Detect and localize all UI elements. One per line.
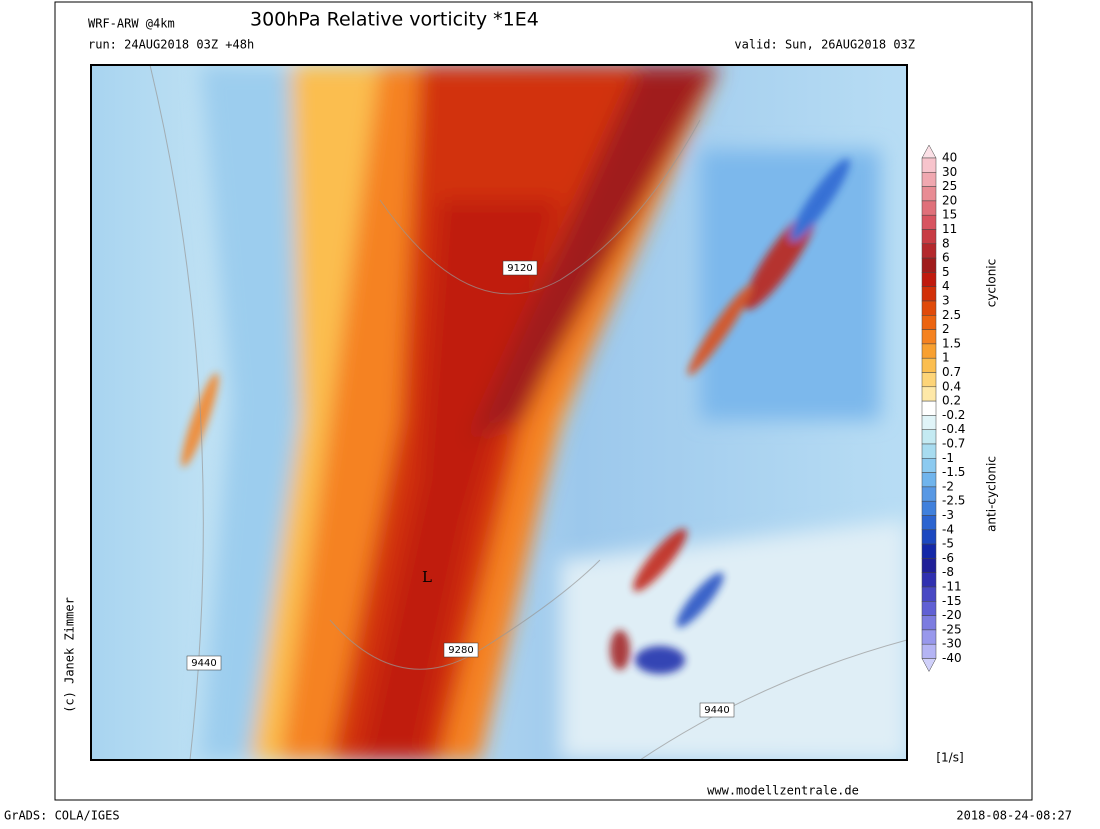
colorbar-swatch [921, 500, 937, 516]
colorbar-swatch [921, 229, 937, 245]
colorbar: 403025201511865432.521.510.70.40.2-0.2-0… [921, 144, 965, 673]
colorbar-swatch [921, 386, 937, 402]
colorbar-label: -6 [942, 551, 954, 565]
colorbar-label: -0.4 [942, 422, 965, 436]
colorbar-swatch [921, 543, 937, 559]
colorbar-swatch [921, 357, 937, 373]
colorbar-label: -20 [942, 608, 962, 622]
colorbar-label: 11 [942, 222, 957, 236]
colorbar-swatch [921, 214, 937, 230]
colorbar-label: -2 [942, 479, 954, 493]
colorbar-swatch [921, 443, 937, 459]
colorbar-swatch [921, 157, 937, 173]
colorbar-swatch [921, 629, 937, 645]
colorbar-swatch [921, 429, 937, 445]
colorbar-label: 2.5 [942, 308, 961, 322]
colorbar-label: -3 [942, 508, 954, 522]
colorbar-label: 30 [942, 165, 957, 179]
colorbar-label: 1 [942, 351, 950, 365]
colorbar-swatch [921, 315, 937, 330]
colorbar-label: 0.4 [942, 379, 961, 393]
valid-time: valid: Sun, 26AUG2018 03Z [734, 38, 915, 52]
colorbar-swatch [921, 300, 937, 316]
colorbar-label: 6 [942, 251, 950, 265]
colorbar-label: -4 [942, 522, 954, 536]
run-time: run: 24AUG2018 03Z +48h [88, 38, 254, 52]
cyclonic-label: cyclonic [985, 259, 999, 308]
colorbar-swatch [921, 372, 937, 388]
colorbar-swatch [921, 458, 937, 473]
colorbar-swatch [921, 343, 937, 359]
colorbar-swatch [921, 286, 937, 302]
anticyclonic-label: anti-cyclonic [985, 456, 999, 532]
colorbar-label: -5 [942, 537, 954, 551]
colorbar-label: 5 [942, 265, 950, 279]
colorbar-swatch [921, 586, 937, 602]
colorbar-swatch [921, 400, 937, 416]
colorbar-triangle [921, 658, 937, 673]
colorbar-swatch [921, 472, 937, 488]
copyright: (c) Janek Zimmer [63, 597, 77, 713]
colorbar-swatch [921, 415, 937, 430]
colorbar-label: -1 [942, 451, 954, 465]
contour-label: 9440 [704, 705, 729, 716]
colorbar-label: -15 [942, 594, 962, 608]
colorbar-label: -8 [942, 565, 954, 579]
colorbar-label: -30 [942, 637, 962, 651]
colorbar-swatch [921, 243, 937, 259]
model-name: WRF-ARW @4km [88, 17, 175, 31]
colorbar-label: -0.2 [942, 408, 965, 422]
colorbar-swatch [921, 486, 937, 502]
contour-label: 9120 [507, 263, 532, 274]
website: www.modellzentrale.de [707, 784, 859, 798]
contour-label: 9440 [191, 658, 216, 669]
colorbar-swatch [921, 529, 937, 545]
map-field: 9120 9280 9440 9440 L [91, 65, 907, 760]
map-frame [90, 64, 908, 761]
colorbar-swatch [921, 515, 937, 531]
colorbar-swatch [921, 200, 937, 216]
colorbar-label: 25 [942, 179, 957, 193]
software-credit: GrADS: COLA/IGES [4, 809, 120, 823]
colorbar-swatch [921, 272, 937, 287]
colorbar-label: -0.7 [942, 437, 965, 451]
colorbar-label: -11 [942, 580, 962, 594]
colorbar-swatch [921, 558, 937, 573]
colorbar-swatch [921, 615, 937, 631]
colorbar-label: 2 [942, 322, 950, 336]
colorbar-label: -25 [942, 622, 962, 636]
colorbar-swatch [921, 572, 937, 588]
colorbar-label: 0.2 [942, 394, 961, 408]
colorbar-label: 4 [942, 279, 950, 293]
colorbar-swatch [921, 643, 937, 659]
contour-label: 9280 [448, 645, 473, 656]
colorbar-swatch [921, 186, 937, 202]
figure-frame [54, 1, 1033, 801]
colorbar-label: 1.5 [942, 336, 961, 350]
colorbar-label: 3 [942, 294, 950, 308]
map-title: 300hPa Relative vorticity *1E4 [250, 9, 539, 31]
colorbar-label: -1.5 [942, 465, 965, 479]
unit-label: [1/s] [936, 751, 963, 765]
colorbar-label: -2.5 [942, 494, 965, 508]
timestamp: 2018-08-24-08:27 [956, 809, 1072, 823]
colorbar-label: 8 [942, 236, 950, 250]
colorbar-swatch [921, 172, 937, 187]
colorbar-swatch [921, 329, 937, 345]
colorbar-label: 0.7 [942, 365, 961, 379]
colorbar-label: 15 [942, 208, 957, 222]
low-pressure-marker: L [422, 568, 432, 586]
colorbar-label: 20 [942, 193, 957, 207]
colorbar-swatch [921, 601, 937, 616]
colorbar-triangle [921, 144, 937, 159]
colorbar-swatch [921, 257, 937, 273]
colorbar-label: 40 [942, 151, 957, 165]
colorbar-label: -40 [942, 651, 962, 665]
